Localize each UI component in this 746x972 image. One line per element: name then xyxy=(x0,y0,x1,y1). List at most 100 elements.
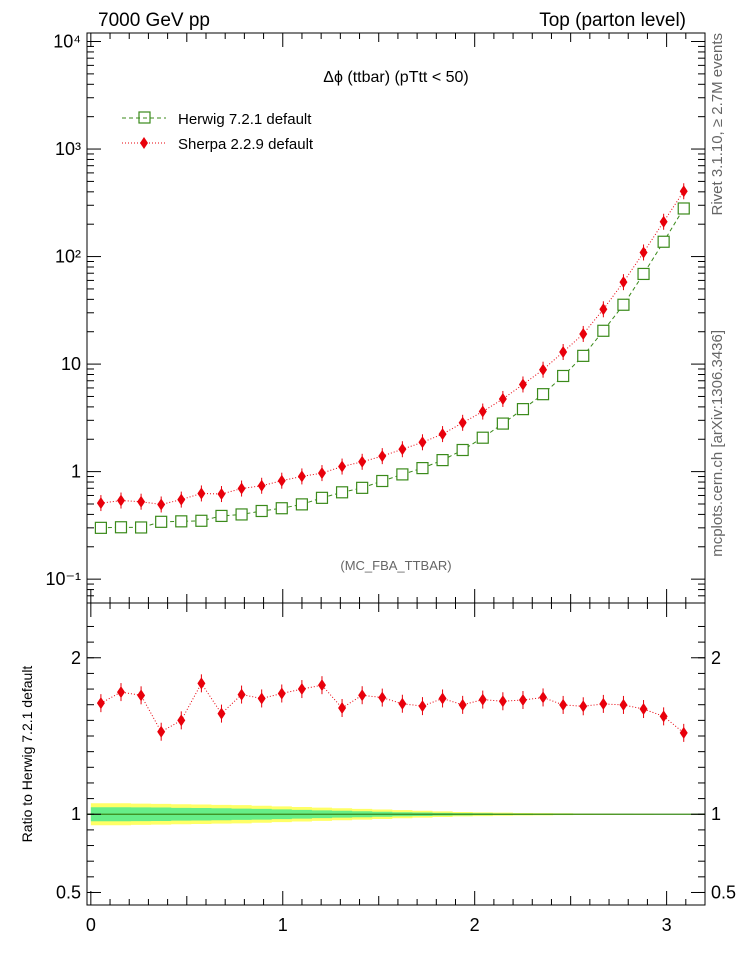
sherpa-point xyxy=(96,497,105,510)
x-tick-label: 0 xyxy=(86,915,96,935)
ratio-sherpa-point xyxy=(518,694,527,707)
herwig-point xyxy=(315,491,329,504)
herwig-point xyxy=(456,443,469,457)
ratio-sherpa-point xyxy=(197,677,206,690)
ratio-plot-panel: 0.5 0.5 1 1 2 2 0 1 2 3 Ratio to Herwig 7.2.1 def… xyxy=(19,602,736,935)
ratio-y-tick-label: 0.5 xyxy=(56,882,81,902)
herwig-point xyxy=(416,461,429,475)
legend-herwig-label: Herwig 7.2.1 default xyxy=(178,111,312,128)
y-tick-label: 10³ xyxy=(55,139,81,159)
herwig-point xyxy=(255,504,268,518)
plot-title: Δϕ (ttbar) (pTtt < 50) xyxy=(323,69,468,86)
ratio-sherpa-point xyxy=(478,693,487,706)
sherpa-point xyxy=(237,482,246,495)
ratio-sherpa-point xyxy=(639,703,648,716)
ratio-sherpa-point xyxy=(338,702,347,715)
sherpa-point xyxy=(539,363,548,376)
herwig-line xyxy=(100,208,685,529)
sherpa-point xyxy=(679,185,688,198)
sherpa-point xyxy=(498,392,507,405)
sherpa-point xyxy=(358,455,367,468)
sherpa-point xyxy=(297,470,306,483)
herwig-point xyxy=(295,498,308,511)
sherpa-point xyxy=(317,467,326,480)
x-tick-label: 1 xyxy=(278,915,288,935)
herwig-point xyxy=(637,267,650,281)
herwig-point xyxy=(94,521,107,534)
header-left: 7000 GeV pp xyxy=(98,10,210,31)
sherpa-point xyxy=(398,443,407,456)
herwig-point xyxy=(235,508,248,521)
herwig-point xyxy=(617,298,630,311)
ratio-sherpa-point xyxy=(237,688,246,701)
ratio-sherpa-point xyxy=(539,691,548,704)
herwig-point xyxy=(677,202,690,215)
herwig-point xyxy=(476,431,489,444)
herwig-point xyxy=(175,515,188,528)
y-tick-label: 10² xyxy=(55,247,81,267)
rivet-label: Rivet 3.1.10, ≥ 2.7M events xyxy=(709,33,726,216)
herwig-point xyxy=(496,417,509,430)
sherpa-point xyxy=(478,405,487,418)
ratio-y-tick-label: 1 xyxy=(71,804,81,824)
sherpa-point xyxy=(559,345,568,358)
sherpa-point xyxy=(619,276,628,289)
ratio-sherpa-point xyxy=(398,697,407,710)
ratio-plot-frame xyxy=(86,602,706,906)
sherpa-point xyxy=(277,474,286,487)
ratio-sherpa-point xyxy=(137,689,146,702)
ratio-sherpa-point xyxy=(217,707,226,720)
ratio-sherpa-point xyxy=(378,691,387,704)
sherpa-point xyxy=(378,450,387,463)
sherpa-point xyxy=(116,494,125,507)
legend-herwig-marker xyxy=(138,111,151,124)
ratio-sherpa-line xyxy=(100,682,685,734)
herwig-point xyxy=(436,454,449,467)
sherpa-point xyxy=(338,460,347,473)
ratio-y-tick-label-right: 1 xyxy=(711,804,721,824)
sherpa-point xyxy=(157,498,166,511)
herwig-point xyxy=(536,388,550,401)
herwig-point xyxy=(577,349,590,362)
herwig-point xyxy=(335,486,349,499)
sherpa-point xyxy=(197,487,206,500)
main-plot-panel: Δϕ (ttbar) (pTtt < 50) (MC_FBA_TTBAR) 10… xyxy=(45,32,706,604)
ratio-sherpa-point xyxy=(619,698,628,711)
legend: Herwig 7.2.1 default Sherpa 2.2.9 defaul… xyxy=(122,111,314,153)
mcplots-label: mcplots.cern.ch [arXiv:1306.3436] xyxy=(709,330,726,557)
ratio-sherpa-point xyxy=(559,698,568,711)
ratio-y-tick-label-right: 0.5 xyxy=(711,882,736,902)
herwig-point xyxy=(275,502,288,515)
ratio-sherpa-point xyxy=(358,689,367,702)
ratio-ylabel: Ratio to Herwig 7.2.1 default xyxy=(19,666,35,843)
herwig-point xyxy=(376,474,389,488)
analysis-watermark: (MC_FBA_TTBAR) xyxy=(340,558,451,573)
y-tick-label: 10⁴ xyxy=(53,32,81,52)
ratio-sherpa-point xyxy=(257,692,266,705)
ratio-sherpa-point xyxy=(96,697,105,710)
sherpa-point xyxy=(659,215,668,228)
herwig-point xyxy=(516,403,530,416)
y-tick-label: 1 xyxy=(71,462,81,482)
ratio-y-tick-label-right: 2 xyxy=(711,648,721,668)
ratio-sherpa-point xyxy=(277,687,286,700)
ratio-sherpa-point xyxy=(157,725,166,738)
ratio-sherpa-point xyxy=(599,697,608,710)
ratio-sherpa-point xyxy=(679,726,688,739)
ratio-sherpa-point xyxy=(579,700,588,713)
ratio-y-tick-label: 2 xyxy=(71,648,81,668)
herwig-point xyxy=(114,521,128,534)
herwig-point xyxy=(657,235,670,248)
sherpa-point xyxy=(217,488,226,501)
herwig-point xyxy=(396,468,409,481)
header-right: Top (parton level) xyxy=(539,10,686,31)
herwig-point xyxy=(134,521,148,534)
ratio-sherpa-point xyxy=(659,710,668,723)
herwig-point xyxy=(155,515,168,528)
sherpa-point xyxy=(639,246,648,259)
y-tick-label: 10⁻¹ xyxy=(45,569,81,589)
sherpa-point xyxy=(579,327,588,340)
x-tick-label: 3 xyxy=(662,915,672,935)
ratio-sherpa-point xyxy=(418,700,427,713)
